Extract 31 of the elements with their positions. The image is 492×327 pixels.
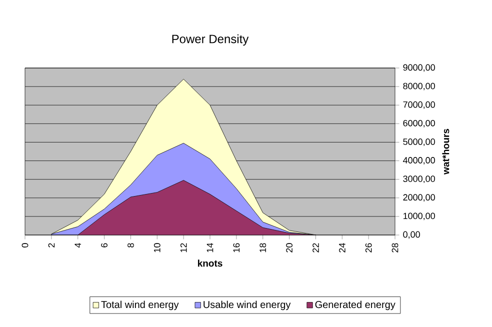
x-tick-label: 20	[286, 243, 292, 252]
y-tick-label: 7000,00	[403, 101, 435, 109]
x-tick-label: 4	[74, 243, 81, 248]
x-tick-label: 18	[260, 243, 266, 252]
y-tick-label: 0,00	[403, 231, 420, 239]
x-tick-label: 16	[233, 243, 240, 252]
y-axis-title: wat*hours	[442, 128, 450, 174]
x-tick-label: 14	[206, 243, 214, 252]
y-tick-label: 8000,00	[403, 82, 435, 90]
x-tick-label: 24	[339, 243, 346, 252]
legend-label: Generated energy	[315, 300, 396, 310]
x-tick-label: 12	[180, 243, 187, 252]
x-tick-label: 8	[128, 243, 134, 248]
legend-label: Usable wind energy	[204, 300, 291, 310]
y-tick-label: 3000,00	[403, 176, 435, 184]
x-tick-label: 2	[48, 243, 55, 248]
x-tick-label: 26	[365, 243, 372, 252]
legend-label: Total wind energy	[101, 300, 179, 310]
chart-title: Power Density	[172, 34, 249, 46]
x-tick-label: 0	[22, 243, 28, 248]
y-tick-label: 4000,00	[403, 157, 435, 164]
y-tick-label: 1000,00	[403, 212, 435, 220]
y-tick-label: 9000,00	[403, 64, 435, 72]
y-tick-label: 6000,00	[403, 120, 435, 128]
y-tick-label: 5000,00	[403, 138, 435, 146]
x-tick-label: 22	[312, 243, 319, 252]
x-axis-title: knots	[198, 260, 222, 267]
x-tick-label: 6	[101, 243, 108, 248]
x-tick-label: 10	[154, 243, 160, 252]
y-tick-label: 2000,00	[403, 194, 435, 202]
x-tick-label: 28	[392, 243, 398, 252]
